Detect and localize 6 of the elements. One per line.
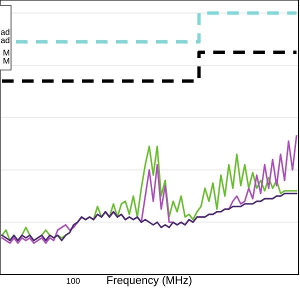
- annotation: M: [4, 50, 10, 56]
- annotation: ad: [0, 28, 10, 35]
- text: 100: [66, 278, 80, 284]
- x-axis-title: Frequency (MHz): [107, 276, 192, 286]
- annotation: M: [4, 58, 10, 64]
- annotation: ad: [0, 37, 10, 44]
